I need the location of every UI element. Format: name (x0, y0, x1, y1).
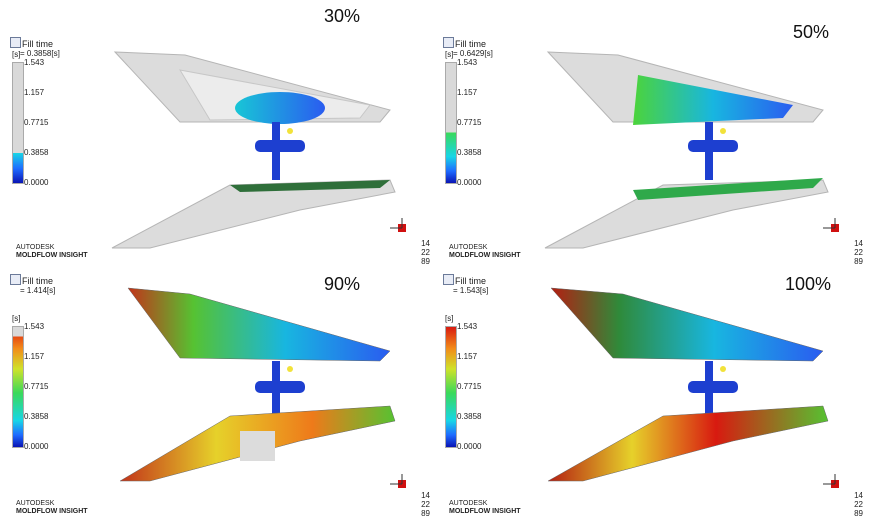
brand-logo: AUTODESK MOLDFLOW INSIGHT (16, 244, 88, 260)
legend-bar (445, 62, 457, 184)
legend-unit: [s] (12, 314, 21, 323)
panel-30: 30% Fill time = 0.3858[s] [s] 1.543 1.15… (0, 6, 430, 266)
view-number: 89 (854, 257, 863, 266)
brand-autodesk: AUTODESK (449, 500, 488, 507)
axis-triad-icon (821, 474, 851, 494)
view-number: 22 (854, 248, 863, 257)
legend-tick: 1.543 (24, 322, 45, 331)
color-legend: [s] 1.543 1.157 0.7715 0.3858 0.0000 (445, 50, 505, 190)
panel-100: 100% Fill time = 1.543[s] [s] 1.543 1.15… (433, 266, 863, 518)
legend-tick: 0.0000 (24, 178, 49, 187)
view-numbers: 14 22 89 (854, 491, 863, 518)
legend-tick: 1.157 (24, 88, 45, 97)
legend-tick: 0.0000 (457, 442, 482, 451)
legend-tick: 0.0000 (457, 178, 482, 187)
part-render-50 (544, 51, 829, 249)
result-icon (10, 37, 21, 48)
brand-moldflow: MOLDFLOW INSIGHT (16, 508, 88, 515)
legend-tick: 1.157 (457, 88, 478, 97)
view-numbers: 14 22 89 (421, 239, 430, 266)
result-icon (443, 274, 454, 285)
part-render-90 (119, 287, 396, 482)
result-title: Fill time = 0.3858[s] (10, 37, 60, 59)
color-legend: [s] 1.543 1.157 0.7715 0.3858 0.0000 (12, 50, 72, 190)
view-number: 14 (421, 491, 430, 500)
fill-time-label: Fill time (22, 39, 53, 49)
legend-tick: 1.157 (457, 352, 478, 361)
legend-unit: [s] (445, 50, 454, 59)
legend-bar (12, 62, 24, 184)
axis-triad-icon (388, 218, 418, 238)
legend-unit: [s] (445, 314, 454, 323)
view-number: 89 (421, 509, 430, 518)
legend-tick: 0.3858 (457, 148, 482, 157)
fill-time-label: Fill time (455, 39, 486, 49)
color-legend: [s] 1.543 1.157 0.7715 0.3858 0.0000 (445, 314, 505, 454)
axis-triad-icon (821, 218, 851, 238)
fill-time-value: = 0.3858[s] (20, 49, 60, 58)
legend-tick: 0.7715 (24, 118, 49, 127)
view-number: 14 (421, 239, 430, 248)
result-icon (10, 274, 21, 285)
panel-50: 50% Fill time = 0.6429[s] [s] 1.543 1.15… (433, 10, 863, 266)
brand-moldflow: MOLDFLOW INSIGHT (449, 252, 521, 259)
legend-tick: 0.3858 (24, 412, 49, 421)
legend-tick: 0.7715 (24, 382, 49, 391)
panel-90: 90% Fill time = 1.414[s] [s] 1.543 1.157… (0, 266, 430, 518)
view-number: 22 (421, 248, 430, 257)
view-number: 22 (421, 500, 430, 509)
legend-tick: 0.3858 (24, 148, 49, 157)
legend-tick: 0.3858 (457, 412, 482, 421)
legend-tick: 0.7715 (457, 382, 482, 391)
legend-tick: 1.157 (24, 352, 45, 361)
legend-tick: 0.0000 (24, 442, 49, 451)
fill-time-value: = 1.543[s] (453, 286, 489, 295)
brand-moldflow: MOLDFLOW INSIGHT (449, 508, 521, 515)
result-title: Fill time = 1.543[s] (443, 274, 488, 296)
result-title: Fill time = 0.6429[s] (443, 37, 493, 59)
view-number: 89 (421, 257, 430, 266)
view-number: 89 (854, 509, 863, 518)
brand-autodesk: AUTODESK (16, 244, 55, 251)
fill-time-value: = 1.414[s] (20, 286, 56, 295)
view-number: 14 (854, 239, 863, 248)
legend-bar (12, 326, 24, 448)
view-numbers: 14 22 89 (854, 239, 863, 266)
part-render-100 (547, 287, 829, 482)
legend-tick: 1.543 (24, 58, 45, 67)
view-number: 22 (854, 500, 863, 509)
legend-unit: [s] (12, 50, 21, 59)
fill-percent: 50% (793, 22, 830, 42)
view-number: 14 (854, 491, 863, 500)
legend-tick: 1.543 (457, 322, 478, 331)
brand-autodesk: AUTODESK (449, 244, 488, 251)
view-numbers: 14 22 89 (421, 491, 430, 518)
part-render-30 (111, 51, 396, 249)
legend-tick: 0.7715 (457, 118, 482, 127)
result-title: Fill time = 1.414[s] (10, 274, 55, 296)
fill-percent: 90% (324, 274, 361, 294)
axis-triad-icon (388, 474, 418, 494)
legend-tick: 1.543 (457, 58, 478, 67)
brand-logo: AUTODESK MOLDFLOW INSIGHT (16, 500, 88, 516)
brand-moldflow: MOLDFLOW INSIGHT (16, 252, 88, 259)
legend-bar (445, 326, 457, 448)
fill-time-label: Fill time (22, 276, 53, 286)
fill-percent: 100% (785, 274, 832, 294)
brand-autodesk: AUTODESK (16, 500, 55, 507)
fill-percent: 30% (324, 6, 361, 26)
fill-time-value: = 0.6429[s] (453, 49, 493, 58)
result-icon (443, 37, 454, 48)
brand-logo: AUTODESK MOLDFLOW INSIGHT (449, 244, 521, 260)
fill-time-label: Fill time (455, 276, 486, 286)
color-legend: [s] 1.543 1.157 0.7715 0.3858 0.0000 (12, 314, 72, 454)
brand-logo: AUTODESK MOLDFLOW INSIGHT (449, 500, 521, 516)
